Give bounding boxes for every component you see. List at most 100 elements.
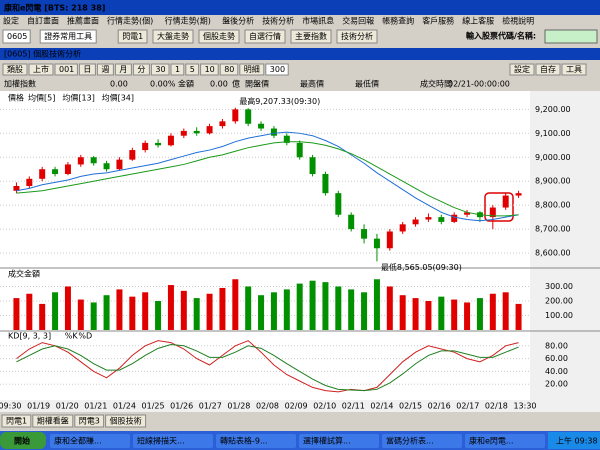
x-tick-label: 02/16 — [428, 402, 451, 411]
tab[interactable]: 閃電1 — [6, 417, 27, 426]
panel-button-bg[interactable] — [535, 63, 561, 76]
stock-code[interactable]: 0605 — [7, 32, 27, 41]
task-bg[interactable] — [133, 434, 213, 448]
candle-body — [399, 224, 406, 232]
control-bg[interactable] — [150, 63, 170, 76]
control-bg[interactable] — [2, 63, 28, 76]
menu-item[interactable]: 盤後分析 — [222, 16, 254, 26]
task-label[interactable]: 當碼分析表... — [386, 436, 434, 446]
control[interactable]: 80 — [224, 65, 234, 74]
control-bg[interactable] — [265, 63, 289, 76]
kd-line — [16, 344, 519, 392]
control[interactable]: 1 — [175, 65, 180, 74]
tab-bg[interactable] — [105, 414, 147, 428]
menu-item[interactable]: 交易回報 — [342, 16, 374, 26]
task-label[interactable]: 選擇權試算... — [303, 436, 351, 446]
control[interactable]: 300 — [270, 65, 285, 74]
panel-button-bg[interactable] — [561, 63, 587, 76]
toolbar-button[interactable]: 技術分析 — [341, 31, 373, 41]
menu-item[interactable]: 檢視說明 — [502, 16, 534, 26]
control-bg[interactable] — [170, 63, 185, 76]
menu-item[interactable]: 帳務查詢 — [382, 16, 414, 26]
control-bg[interactable] — [239, 63, 265, 76]
control[interactable]: 001 — [59, 65, 74, 74]
menu-item[interactable]: 市場訊息 — [302, 16, 334, 26]
control[interactable]: 日 — [83, 65, 91, 74]
task-bg[interactable] — [50, 434, 130, 448]
tab[interactable]: 期權看盤 — [37, 416, 69, 426]
volume-bar — [309, 280, 316, 330]
control-bg[interactable] — [200, 63, 219, 76]
candle-body — [77, 157, 84, 165]
toolbar-button-bg[interactable] — [290, 29, 332, 44]
toolbar-button-bg[interactable] — [152, 29, 194, 44]
toolbar-button-bg[interactable] — [198, 29, 240, 44]
menu-item[interactable]: 客戶服務 — [422, 16, 454, 26]
toolbar-button[interactable]: 自選行情 — [249, 31, 281, 41]
task-label[interactable]: 轉貼表格-9... — [220, 436, 268, 446]
menu-item[interactable]: 行情走勢(期) — [165, 16, 211, 26]
search-input[interactable] — [544, 29, 598, 44]
tab-bg[interactable] — [32, 414, 74, 428]
window-title: 康和e閃電 [BTS: 218 38] — [4, 3, 105, 13]
task-bg[interactable] — [382, 434, 462, 448]
panel-button-bg[interactable] — [509, 63, 535, 76]
control-bg[interactable] — [96, 63, 114, 76]
task-label[interactable]: 短線掃描天... — [137, 436, 185, 446]
menu-item[interactable]: 線上客服 — [462, 16, 494, 26]
menu-item[interactable]: 設定 — [3, 16, 19, 26]
candle-body — [270, 128, 277, 136]
menu-item[interactable]: 行情走勢(個) — [107, 16, 153, 26]
x-tick-label: 02/17 — [456, 402, 479, 411]
panel-button[interactable]: 工具 — [566, 65, 582, 74]
control[interactable]: 分 — [137, 65, 145, 74]
tools-dropdown[interactable]: 證券常用工具 — [44, 31, 92, 41]
menu-item[interactable]: 推薦畫面 — [67, 16, 99, 26]
control[interactable]: 5 — [190, 65, 195, 74]
tab-bg[interactable] — [1, 414, 32, 428]
control-bg[interactable] — [185, 63, 200, 76]
control-bg[interactable] — [219, 63, 239, 76]
toolbar-button[interactable]: 主要指數 — [295, 31, 327, 41]
start-label[interactable]: 開始 — [14, 436, 30, 446]
task-label[interactable]: 康和e閃電... — [469, 436, 514, 446]
start-button[interactable] — [0, 432, 46, 449]
control-bg[interactable] — [54, 63, 78, 76]
control[interactable]: 10 — [205, 65, 215, 74]
tab[interactable]: 個股技術 — [110, 416, 142, 426]
tab[interactable]: 閃電3 — [79, 417, 100, 426]
volume-bar — [335, 286, 342, 330]
stock-code-bg[interactable] — [2, 29, 31, 44]
x-tick-label: 01/26 — [170, 402, 193, 411]
control[interactable]: 30 — [155, 65, 165, 74]
panel-button[interactable]: 設定 — [514, 64, 530, 74]
toolbar-button[interactable]: 大盤走勢 — [157, 31, 189, 41]
task-label[interactable]: 康和全都賺... — [54, 436, 102, 446]
toolbar-button[interactable]: 閃電1 — [122, 32, 143, 41]
task-bg[interactable] — [216, 434, 296, 448]
task-bg[interactable] — [299, 434, 379, 448]
toolbar-button-bg[interactable] — [244, 29, 286, 44]
control-bg[interactable] — [132, 63, 150, 76]
control-bg[interactable] — [28, 63, 54, 76]
toolbar-button[interactable]: 個股走勢 — [203, 31, 235, 41]
panel-button[interactable]: 自存 — [540, 64, 556, 74]
control[interactable]: 上市 — [33, 64, 49, 74]
task-bg[interactable] — [465, 434, 545, 448]
control-bg[interactable] — [78, 63, 96, 76]
kd-title: KD[9, 3, 3] — [8, 332, 51, 341]
x-tick-label: 01/28 — [227, 402, 250, 411]
tools-dropdown-bg[interactable] — [39, 29, 97, 44]
control[interactable]: 週 — [101, 65, 109, 74]
control[interactable]: 類股 — [7, 64, 23, 74]
toolbar-button-bg[interactable] — [117, 29, 148, 44]
menu-item[interactable]: 自訂畫面 — [27, 16, 59, 26]
candle-body — [348, 214, 355, 230]
control[interactable]: 明細 — [244, 64, 260, 74]
control[interactable]: 月 — [119, 65, 127, 74]
tab-bg[interactable] — [74, 414, 105, 428]
control-bg[interactable] — [114, 63, 132, 76]
toolbar-button-bg[interactable] — [336, 29, 378, 44]
menu-item[interactable]: 技術分析 — [262, 16, 294, 26]
